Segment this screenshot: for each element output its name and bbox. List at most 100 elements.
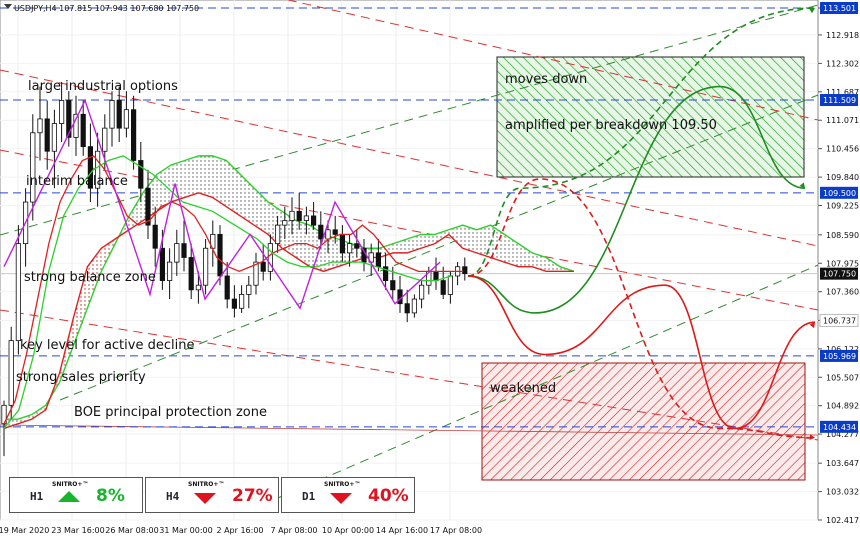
- candle-body: [59, 100, 65, 124]
- level-label: 109.500: [823, 189, 856, 198]
- level-label: 113.501: [823, 4, 856, 13]
- y-tick-label: 107.975: [826, 259, 859, 268]
- tenkan-line: [3, 155, 464, 425]
- annotation-amplified: amplified per breakdown 109.50: [505, 118, 717, 133]
- cloud-segment: [504, 234, 519, 267]
- candle-body: [296, 210, 302, 221]
- forecast-arrowhead-icon: [809, 434, 815, 440]
- candle-body: [73, 113, 79, 138]
- candle-body: [15, 243, 22, 342]
- candle-body: [354, 243, 360, 249]
- x-tick-label: 7 Apr 08:00: [270, 526, 317, 535]
- candle-body: [246, 284, 252, 295]
- brand-label: SNITRO+™: [324, 481, 361, 488]
- annotation-interim-balance: interim balance: [26, 174, 128, 189]
- candle-body: [102, 127, 108, 152]
- cloud-segment: [184, 155, 199, 198]
- candle-body: [166, 261, 173, 281]
- y-tick-label: 102.417: [826, 516, 859, 525]
- annotation-strong-balance-zone: strong balance zone: [24, 270, 156, 285]
- candle-body: [188, 257, 194, 291]
- candle-body: [289, 210, 295, 221]
- chart-header: USDJPY,H4 107.815 107.943 107.680 107.75…: [4, 4, 199, 13]
- candle-body: [159, 247, 165, 281]
- forecast-path-3: [467, 178, 816, 439]
- candle-body: [253, 261, 259, 286]
- candle-body: [332, 229, 338, 235]
- signal-panel-d1: D1 SNITRO+™ 40%: [281, 477, 415, 513]
- forecast-arrowhead-icon: [809, 322, 815, 329]
- candle-body: [318, 224, 324, 240]
- annotation-boe-protection-zone: BOE principal protection zone: [74, 405, 267, 420]
- timeframe-label: D1: [302, 490, 316, 503]
- candle-body: [152, 224, 158, 249]
- candle-body: [231, 298, 237, 309]
- candle-body: [130, 109, 137, 161]
- x-tick-label: 19 Mar 2020: [0, 526, 49, 535]
- y-tick-label: 111.687: [826, 88, 859, 97]
- y-tick-label: 103.032: [826, 488, 859, 497]
- level-label-bg: [820, 420, 858, 433]
- cloud-segment: [254, 188, 269, 235]
- candle-body: [224, 275, 230, 300]
- candle-body: [375, 252, 382, 268]
- candle-body: [109, 100, 115, 129]
- level-label-bg: [819, 313, 859, 327]
- price-level-labels: 113.501 111.509 109.500 106.737 105.969 104.4…: [819, 2, 859, 433]
- annotation-large-industrial-options: large industrial options: [28, 79, 178, 94]
- timeframe-label: H4: [166, 490, 180, 503]
- candle-body: [123, 109, 129, 129]
- y-tick-label: 112.918: [826, 31, 859, 40]
- cloud-segment: [546, 257, 560, 272]
- candle-body: [411, 298, 418, 314]
- candle-body: [282, 220, 288, 226]
- candle-body: [346, 243, 353, 254]
- y-tick-label: 109.225: [826, 202, 859, 211]
- candle-body: [181, 243, 187, 258]
- y-tick-label: 105.507: [826, 373, 859, 382]
- candle-body: [418, 284, 425, 300]
- candle-body: [462, 266, 468, 275]
- candle-body: [66, 100, 72, 138]
- y-tick-label: 112.302: [826, 59, 859, 68]
- time-axis: 19 Mar 2020 23 Mar 16:00 26 Mar 08:00 31 Ma…: [0, 526, 482, 535]
- cloud-segment: [156, 165, 171, 212]
- zigzag-line: [3, 98, 441, 310]
- cloud-segment: [17, 414, 32, 424]
- x-tick-label: 10 Apr 00:00: [322, 526, 374, 535]
- current-price-label: 107.750: [823, 270, 856, 279]
- candle-body: [325, 229, 331, 240]
- candle-body: [174, 243, 180, 263]
- x-tick-label: 31 Mar 00:00: [159, 526, 212, 535]
- signal-panel-h1: H1 SNITRO+™ 8%: [9, 477, 143, 513]
- x-tick-label: 14 Apr 16:00: [376, 526, 428, 535]
- senkou-span-a: [4, 155, 575, 420]
- cloud-segment: [170, 160, 185, 203]
- forecast-arrowhead-icon: [799, 182, 805, 189]
- y-tick-label: 104.892: [826, 402, 859, 411]
- y-tick-label: 106.122: [826, 345, 859, 354]
- forecast-paths: [467, 7, 816, 440]
- candle-body: [217, 233, 223, 277]
- cloud-segment: [212, 155, 227, 207]
- candle-body: [404, 303, 410, 314]
- level-label-bg: [820, 2, 858, 14]
- current-price-bg: [820, 267, 858, 280]
- header-text: USDJPY,H4 107.815 107.943 107.680 107.75…: [14, 4, 199, 13]
- forecast-path-2: [467, 85, 806, 314]
- x-tick-label: 26 Mar 08:00: [105, 526, 158, 535]
- candle-body: [44, 118, 50, 152]
- annotation-strong-sales-priority: strong sales priority: [16, 370, 146, 385]
- level-label-bg: [820, 94, 858, 107]
- candle-body: [95, 150, 101, 189]
- candle-body: [8, 340, 14, 406]
- kijun-line: [3, 155, 452, 429]
- candle-body: [310, 215, 317, 226]
- candle-body: [433, 270, 439, 281]
- signal-value: 40%: [368, 486, 409, 506]
- arrow-down-icon: [194, 493, 216, 504]
- cloud-segment: [518, 243, 533, 267]
- candle-body: [138, 160, 144, 189]
- x-tick-label: 2 Apr 16:00: [216, 526, 263, 535]
- candle-body: [339, 233, 346, 254]
